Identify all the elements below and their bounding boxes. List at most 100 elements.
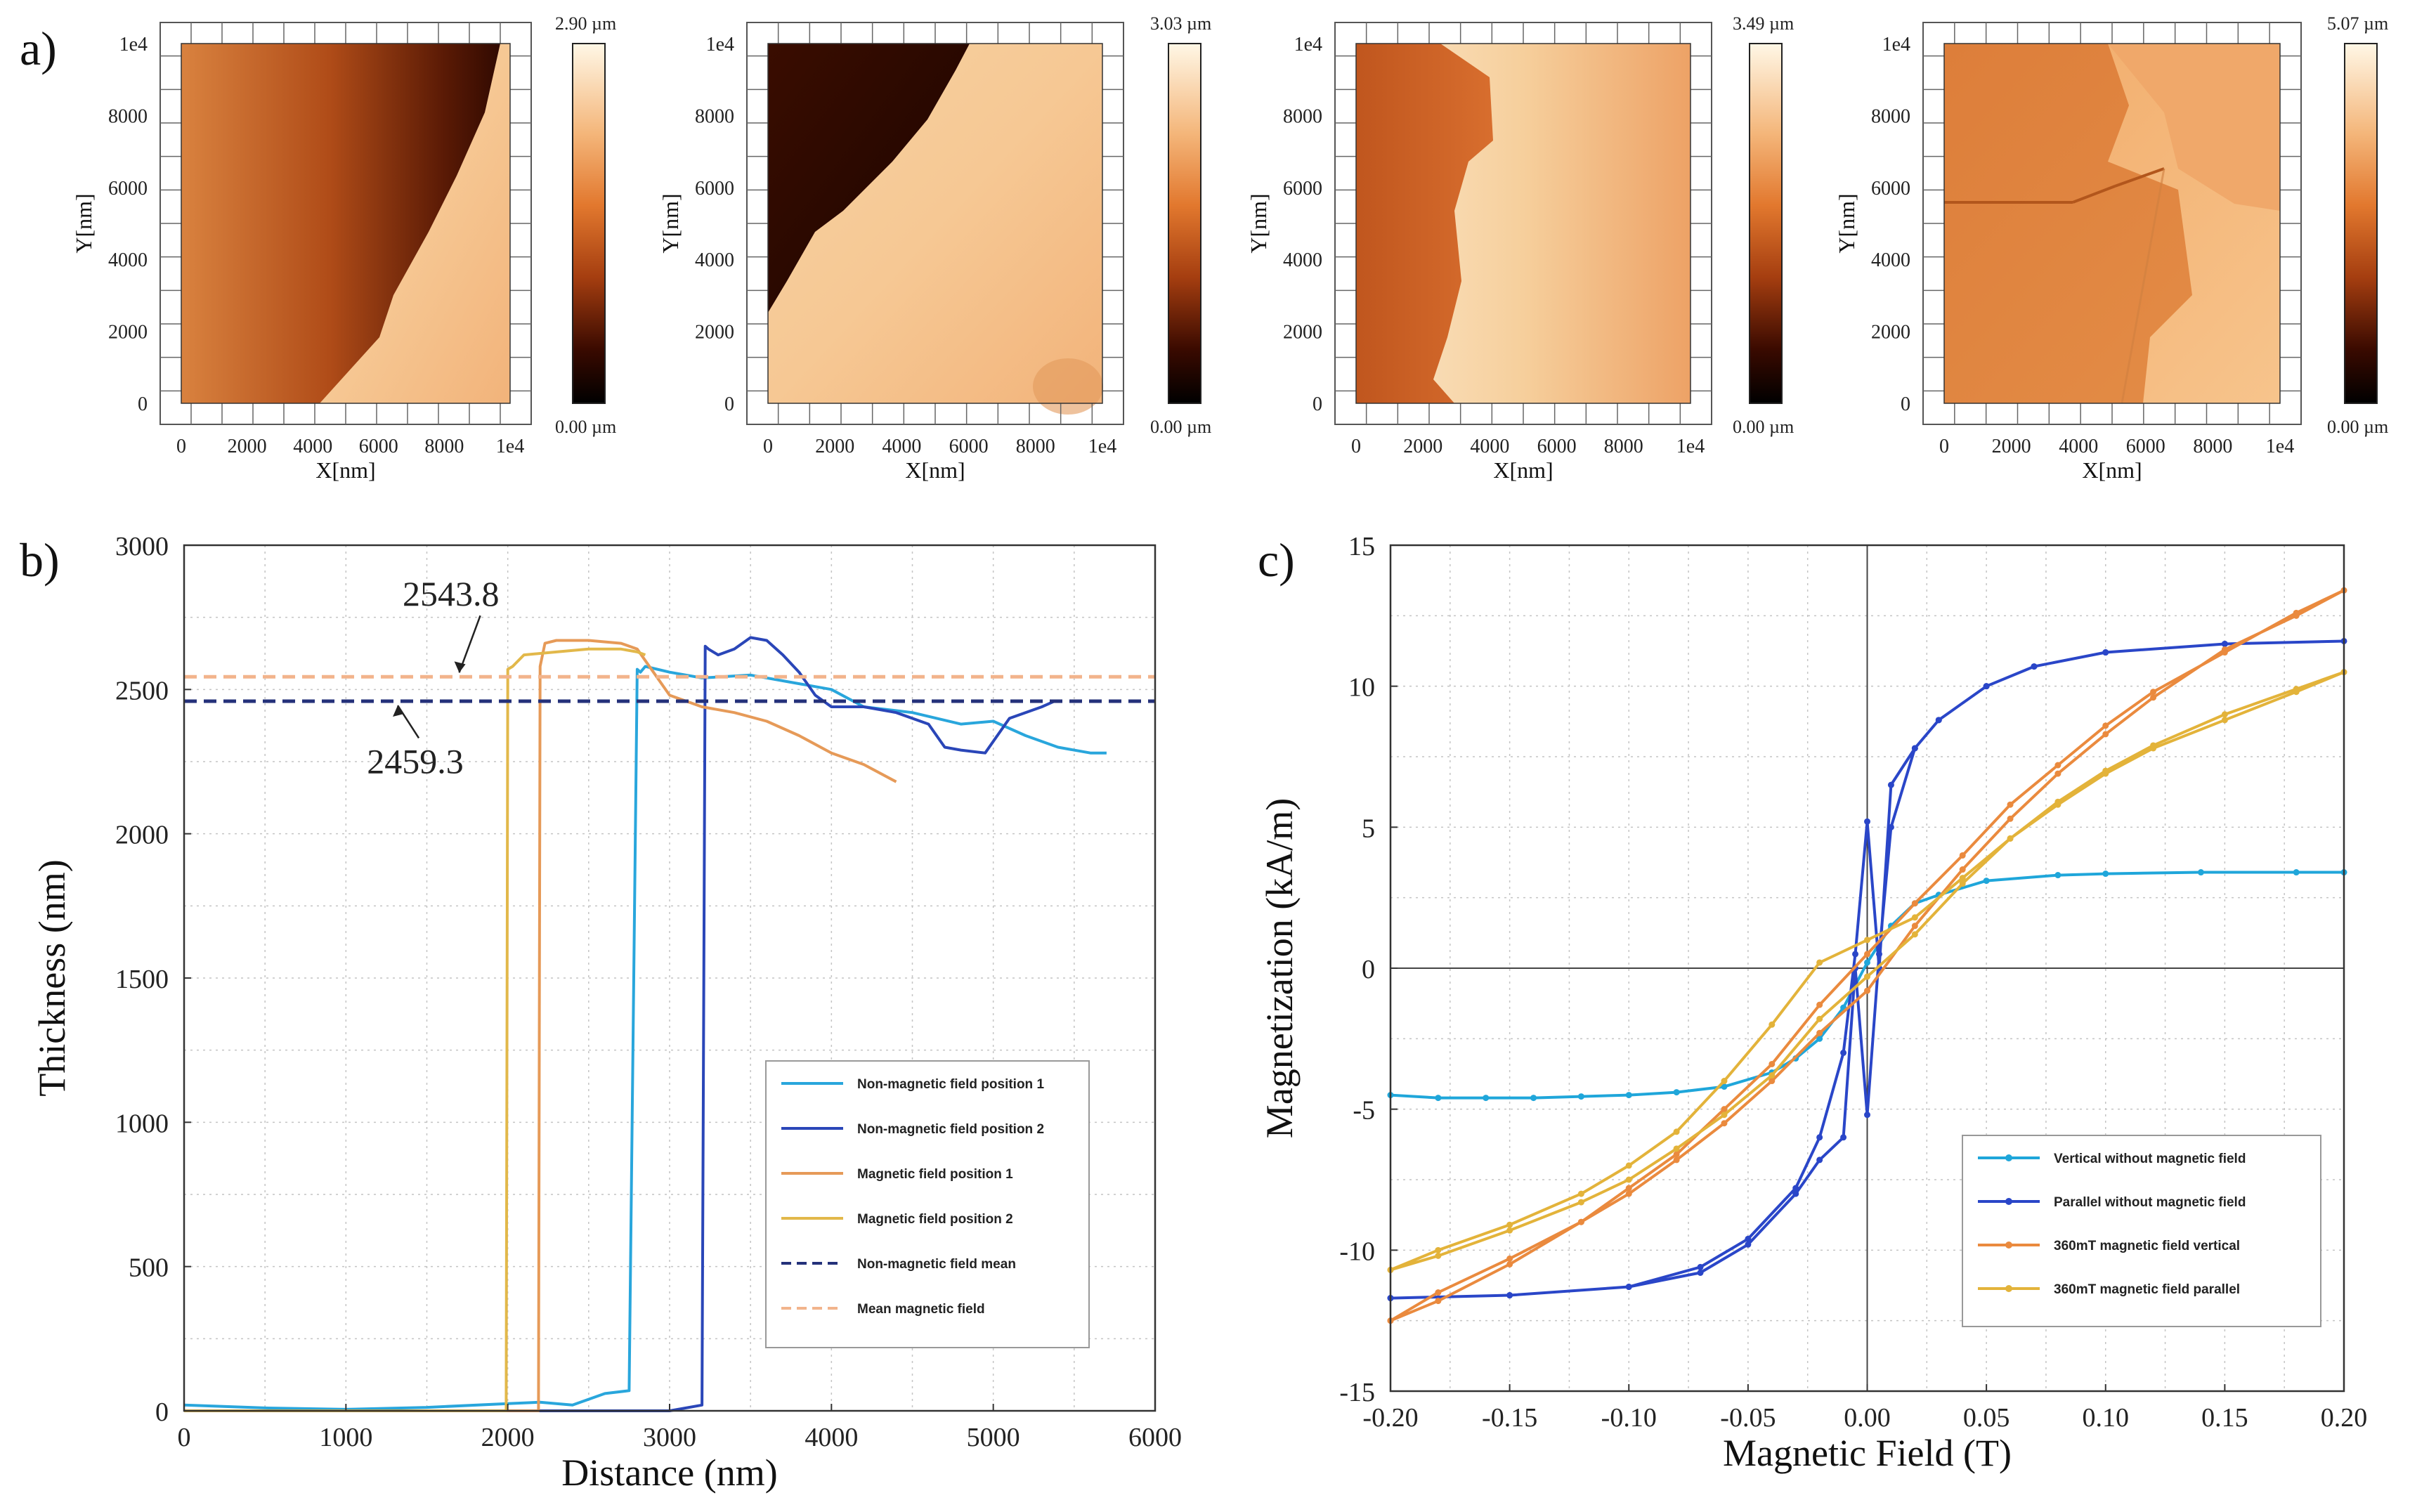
series-3-point	[1506, 1255, 1513, 1262]
x-axis-title: Magnetic Field (T)	[1723, 1432, 2012, 1474]
legend-label-3: Magnetic field position 1	[857, 1167, 1013, 1182]
series-3-point	[1911, 900, 1918, 907]
y-axis-title: Thickness (nm)	[31, 859, 73, 1096]
y-tick-label: 1500	[115, 965, 169, 994]
afm-map-4-ytick: 0	[1901, 393, 1910, 415]
afm-map-4-ytick: 4000	[1871, 249, 1910, 271]
afm-map-1-ytick: 0	[138, 393, 148, 415]
afm-map-2-colorbar	[1168, 43, 1201, 404]
afm-map-3-image	[1356, 44, 1691, 403]
series-3-point	[1769, 1078, 1776, 1085]
afm-map-3-colorbar	[1749, 43, 1783, 404]
series-3-point	[2102, 722, 2109, 729]
afm-map-1-ytick: 1e4	[119, 34, 148, 56]
series-1-point	[1673, 1089, 1680, 1096]
afm-map-1-ytick: 8000	[108, 105, 148, 127]
x-tick-label: 1000	[319, 1423, 372, 1452]
series-2-point	[2031, 663, 2038, 670]
panel-letter-a: a)	[20, 22, 57, 75]
series-1-point	[1864, 959, 1870, 966]
afm-map-1-ytick: 2000	[108, 322, 148, 344]
afm-map-1-xtick: 1e4	[496, 436, 524, 457]
thickness-chart: 0 1000 2000 3000 4000 5000 6000 0 500 1000 1500 200…	[31, 532, 1182, 1494]
y-tick-label: -10	[1339, 1237, 1375, 1266]
series-4-point	[1864, 973, 1870, 980]
legend-box	[1962, 1135, 2321, 1327]
series-4-point	[2221, 711, 2228, 718]
series-2-point	[1852, 951, 1859, 958]
afm-map-3-xtick: 8000	[1604, 436, 1643, 457]
series-3-point	[1625, 1185, 1632, 1192]
series-1-point	[1721, 1083, 1728, 1090]
afm-map-4-xtick: 0	[1939, 436, 1949, 457]
legend-label-6: Mean magnetic field	[857, 1302, 985, 1317]
series-2-point	[1506, 1292, 1513, 1299]
afm-map-3-xtick: 2000	[1403, 436, 1442, 457]
afm-map-3-ytick: 0	[1313, 393, 1322, 415]
y-tick-label: 500	[129, 1253, 169, 1283]
y-tick-label: 2000	[115, 821, 169, 850]
x-axis-title: Distance (nm)	[561, 1452, 777, 1494]
series-1-point	[1577, 1093, 1584, 1100]
series-3-point	[1864, 987, 1870, 994]
series-4-point	[2007, 835, 2014, 842]
afm-map-3-cbar-min: 0.00 µm	[1733, 417, 1794, 437]
annotation-label-2: 2459.3	[367, 741, 464, 781]
annotation-arrow-1	[458, 615, 481, 673]
afm-map-4-xtick: 1e4	[2266, 436, 2294, 457]
afm-map-3-ytick: 2000	[1283, 322, 1322, 344]
afm-map-3-cbar-max: 3.49 µm	[1733, 13, 1794, 34]
afm-map-2-ytick: 8000	[695, 105, 734, 127]
afm-map-1-xtick: 4000	[293, 436, 332, 457]
afm-map-4-cbar-min: 0.00 µm	[2327, 417, 2388, 437]
afm-map-1-ytick: 4000	[108, 249, 148, 271]
afm-map-2-ytick: 2000	[695, 322, 734, 344]
series-1-point	[2054, 872, 2061, 879]
series-2-point	[1745, 1235, 1752, 1242]
series-4-point	[2054, 801, 2061, 808]
series-2-point	[1816, 1134, 1823, 1141]
afm-map-4-image	[1944, 44, 2280, 404]
x-tick-label: 0.05	[1963, 1403, 2010, 1433]
series-2-point	[1911, 745, 1918, 752]
series-1-point	[2197, 869, 2204, 876]
series-4-point	[1577, 1190, 1584, 1197]
series-3-point	[2007, 815, 2014, 822]
series-4-point	[1506, 1227, 1513, 1234]
afm-map-1-xtick: 2000	[228, 436, 267, 457]
series-2-point	[1697, 1263, 1704, 1270]
legend-label-3: 360mT magnetic field vertical	[2054, 1239, 2240, 1253]
series-3-point	[1721, 1106, 1728, 1113]
afm-map-3-axes: 0 2000 4000 6000 8000 1e4 0 2000 4000 6000 8000 1e4…	[1246, 22, 1712, 483]
series-2-point	[1697, 1269, 1704, 1276]
series-4-point	[1625, 1162, 1632, 1169]
x-tick-label: 2000	[481, 1423, 535, 1452]
afm-map-3-ytick: 4000	[1283, 249, 1322, 271]
afm-map-1-cbar-max: 2.90 µm	[555, 13, 616, 34]
afm-map-1-ylabel: Y[nm]	[71, 193, 96, 253]
y-axis-title: Magnetization (kA/m)	[1258, 798, 1301, 1138]
afm-map-4-axes: 0 2000 4000 6000 8000 1e4 0 2000 4000 6000 8000 1e4…	[1834, 22, 2302, 483]
afm-map-3-plot-border	[1355, 43, 1691, 404]
x-tick-label: 0.00	[1844, 1403, 1891, 1433]
legend-label-5: Non-magnetic field mean	[857, 1257, 1016, 1272]
series-3-point	[1959, 852, 1966, 859]
afm-map-3-xtick: 0	[1351, 436, 1361, 457]
series-3-point	[2102, 731, 2109, 738]
series-3-point	[1721, 1120, 1728, 1127]
series-2-point	[1625, 1284, 1632, 1291]
afm-map-4-ytick: 1e4	[1882, 34, 1910, 56]
x-tick-label: -0.05	[1720, 1403, 1776, 1433]
y-tick-label: -15	[1339, 1378, 1375, 1407]
y-tick-label: 0	[155, 1397, 169, 1427]
afm-map-3-ytick: 1e4	[1294, 34, 1322, 56]
series-line-1	[183, 665, 1107, 1411]
afm-map-4-xtick: 6000	[2126, 436, 2165, 457]
afm-map-2-ytick: 1e4	[706, 34, 734, 56]
afm-map-3-ytick: 6000	[1283, 178, 1322, 200]
afm-map-1-xtick: 0	[176, 436, 186, 457]
afm-map-2-cbar-max: 3.03 µm	[1150, 13, 1211, 34]
series-1-point	[1625, 1092, 1632, 1099]
x-tick-label: -0.15	[1482, 1403, 1537, 1433]
series-3-point	[2007, 801, 2014, 808]
